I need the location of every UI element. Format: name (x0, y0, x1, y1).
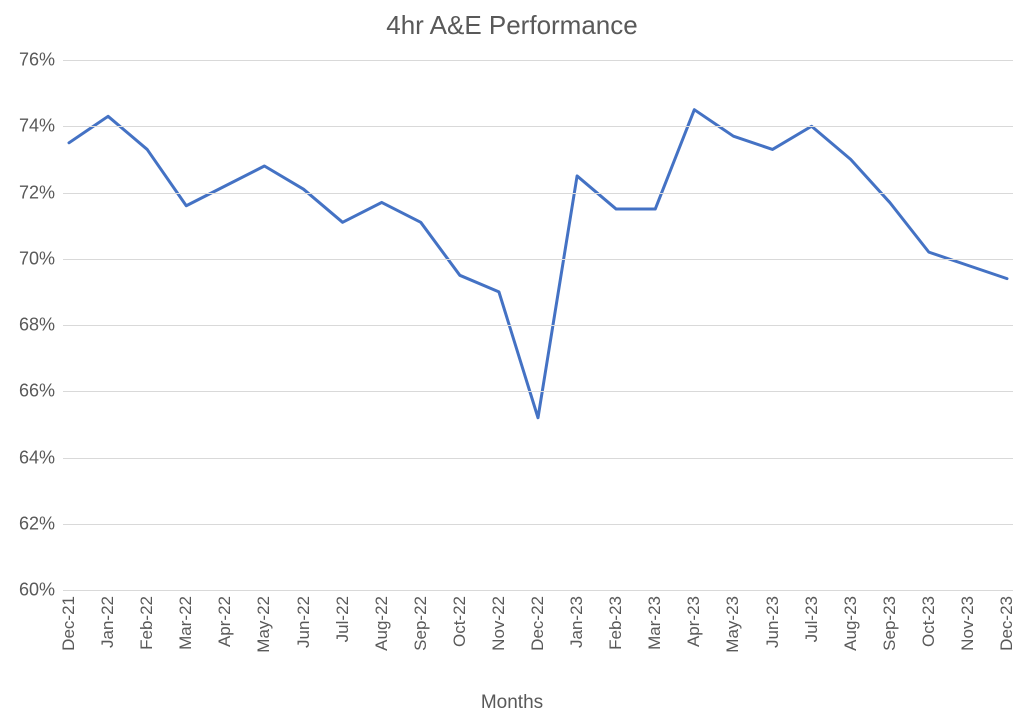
gridline (63, 524, 1013, 525)
y-tick-label: 62% (19, 513, 63, 534)
x-tick-label: Feb-22 (137, 596, 157, 650)
x-tick-label: Jun-23 (763, 596, 783, 648)
gridline (63, 193, 1013, 194)
x-tick-label: Jul-23 (802, 596, 822, 642)
y-tick-label: 72% (19, 182, 63, 203)
y-tick-label: 76% (19, 50, 63, 71)
gridline (63, 259, 1013, 260)
gridline (63, 325, 1013, 326)
x-tick-label: Dec-22 (528, 596, 548, 651)
x-tick-label: Aug-23 (841, 596, 861, 651)
y-tick-label: 70% (19, 248, 63, 269)
x-tick-label: Apr-22 (215, 596, 235, 647)
chart-title: 4hr A&E Performance (0, 10, 1024, 41)
x-axis-ticks: Dec-21Jan-22Feb-22Mar-22Apr-22May-22Jun-… (63, 596, 1013, 686)
x-tick-label: Nov-23 (958, 596, 978, 651)
gridline (63, 126, 1013, 127)
line-chart: 4hr A&E Performance 60%62%64%66%68%70%72… (0, 0, 1024, 722)
x-tick-label: Oct-23 (919, 596, 939, 647)
x-tick-label: Jan-23 (567, 596, 587, 648)
x-tick-label: Dec-21 (59, 596, 79, 651)
x-tick-label: Aug-22 (372, 596, 392, 651)
x-tick-label: Jan-22 (98, 596, 118, 648)
x-tick-label: Nov-22 (489, 596, 509, 651)
y-tick-label: 60% (19, 580, 63, 601)
x-tick-label: Oct-22 (450, 596, 470, 647)
x-axis-title: Months (0, 692, 1024, 714)
y-tick-label: 66% (19, 381, 63, 402)
gridline (63, 458, 1013, 459)
y-tick-label: 68% (19, 315, 63, 336)
x-tick-label: May-23 (723, 596, 743, 653)
x-tick-label: Mar-22 (176, 596, 196, 650)
y-tick-label: 64% (19, 447, 63, 468)
gridline (63, 590, 1013, 591)
x-tick-label: Sep-23 (880, 596, 900, 651)
gridline (63, 391, 1013, 392)
x-tick-label: Sep-22 (411, 596, 431, 651)
x-tick-label: Jul-22 (333, 596, 353, 642)
plot-area: 60%62%64%66%68%70%72%74%76% (63, 60, 1013, 590)
x-tick-label: Mar-23 (645, 596, 665, 650)
x-tick-label: May-22 (254, 596, 274, 653)
x-tick-label: Apr-23 (684, 596, 704, 647)
x-tick-label: Jun-22 (294, 596, 314, 648)
x-tick-label: Feb-23 (606, 596, 626, 650)
y-tick-label: 74% (19, 116, 63, 137)
x-tick-label: Dec-23 (997, 596, 1017, 651)
series-line (69, 110, 1007, 418)
gridline (63, 60, 1013, 61)
